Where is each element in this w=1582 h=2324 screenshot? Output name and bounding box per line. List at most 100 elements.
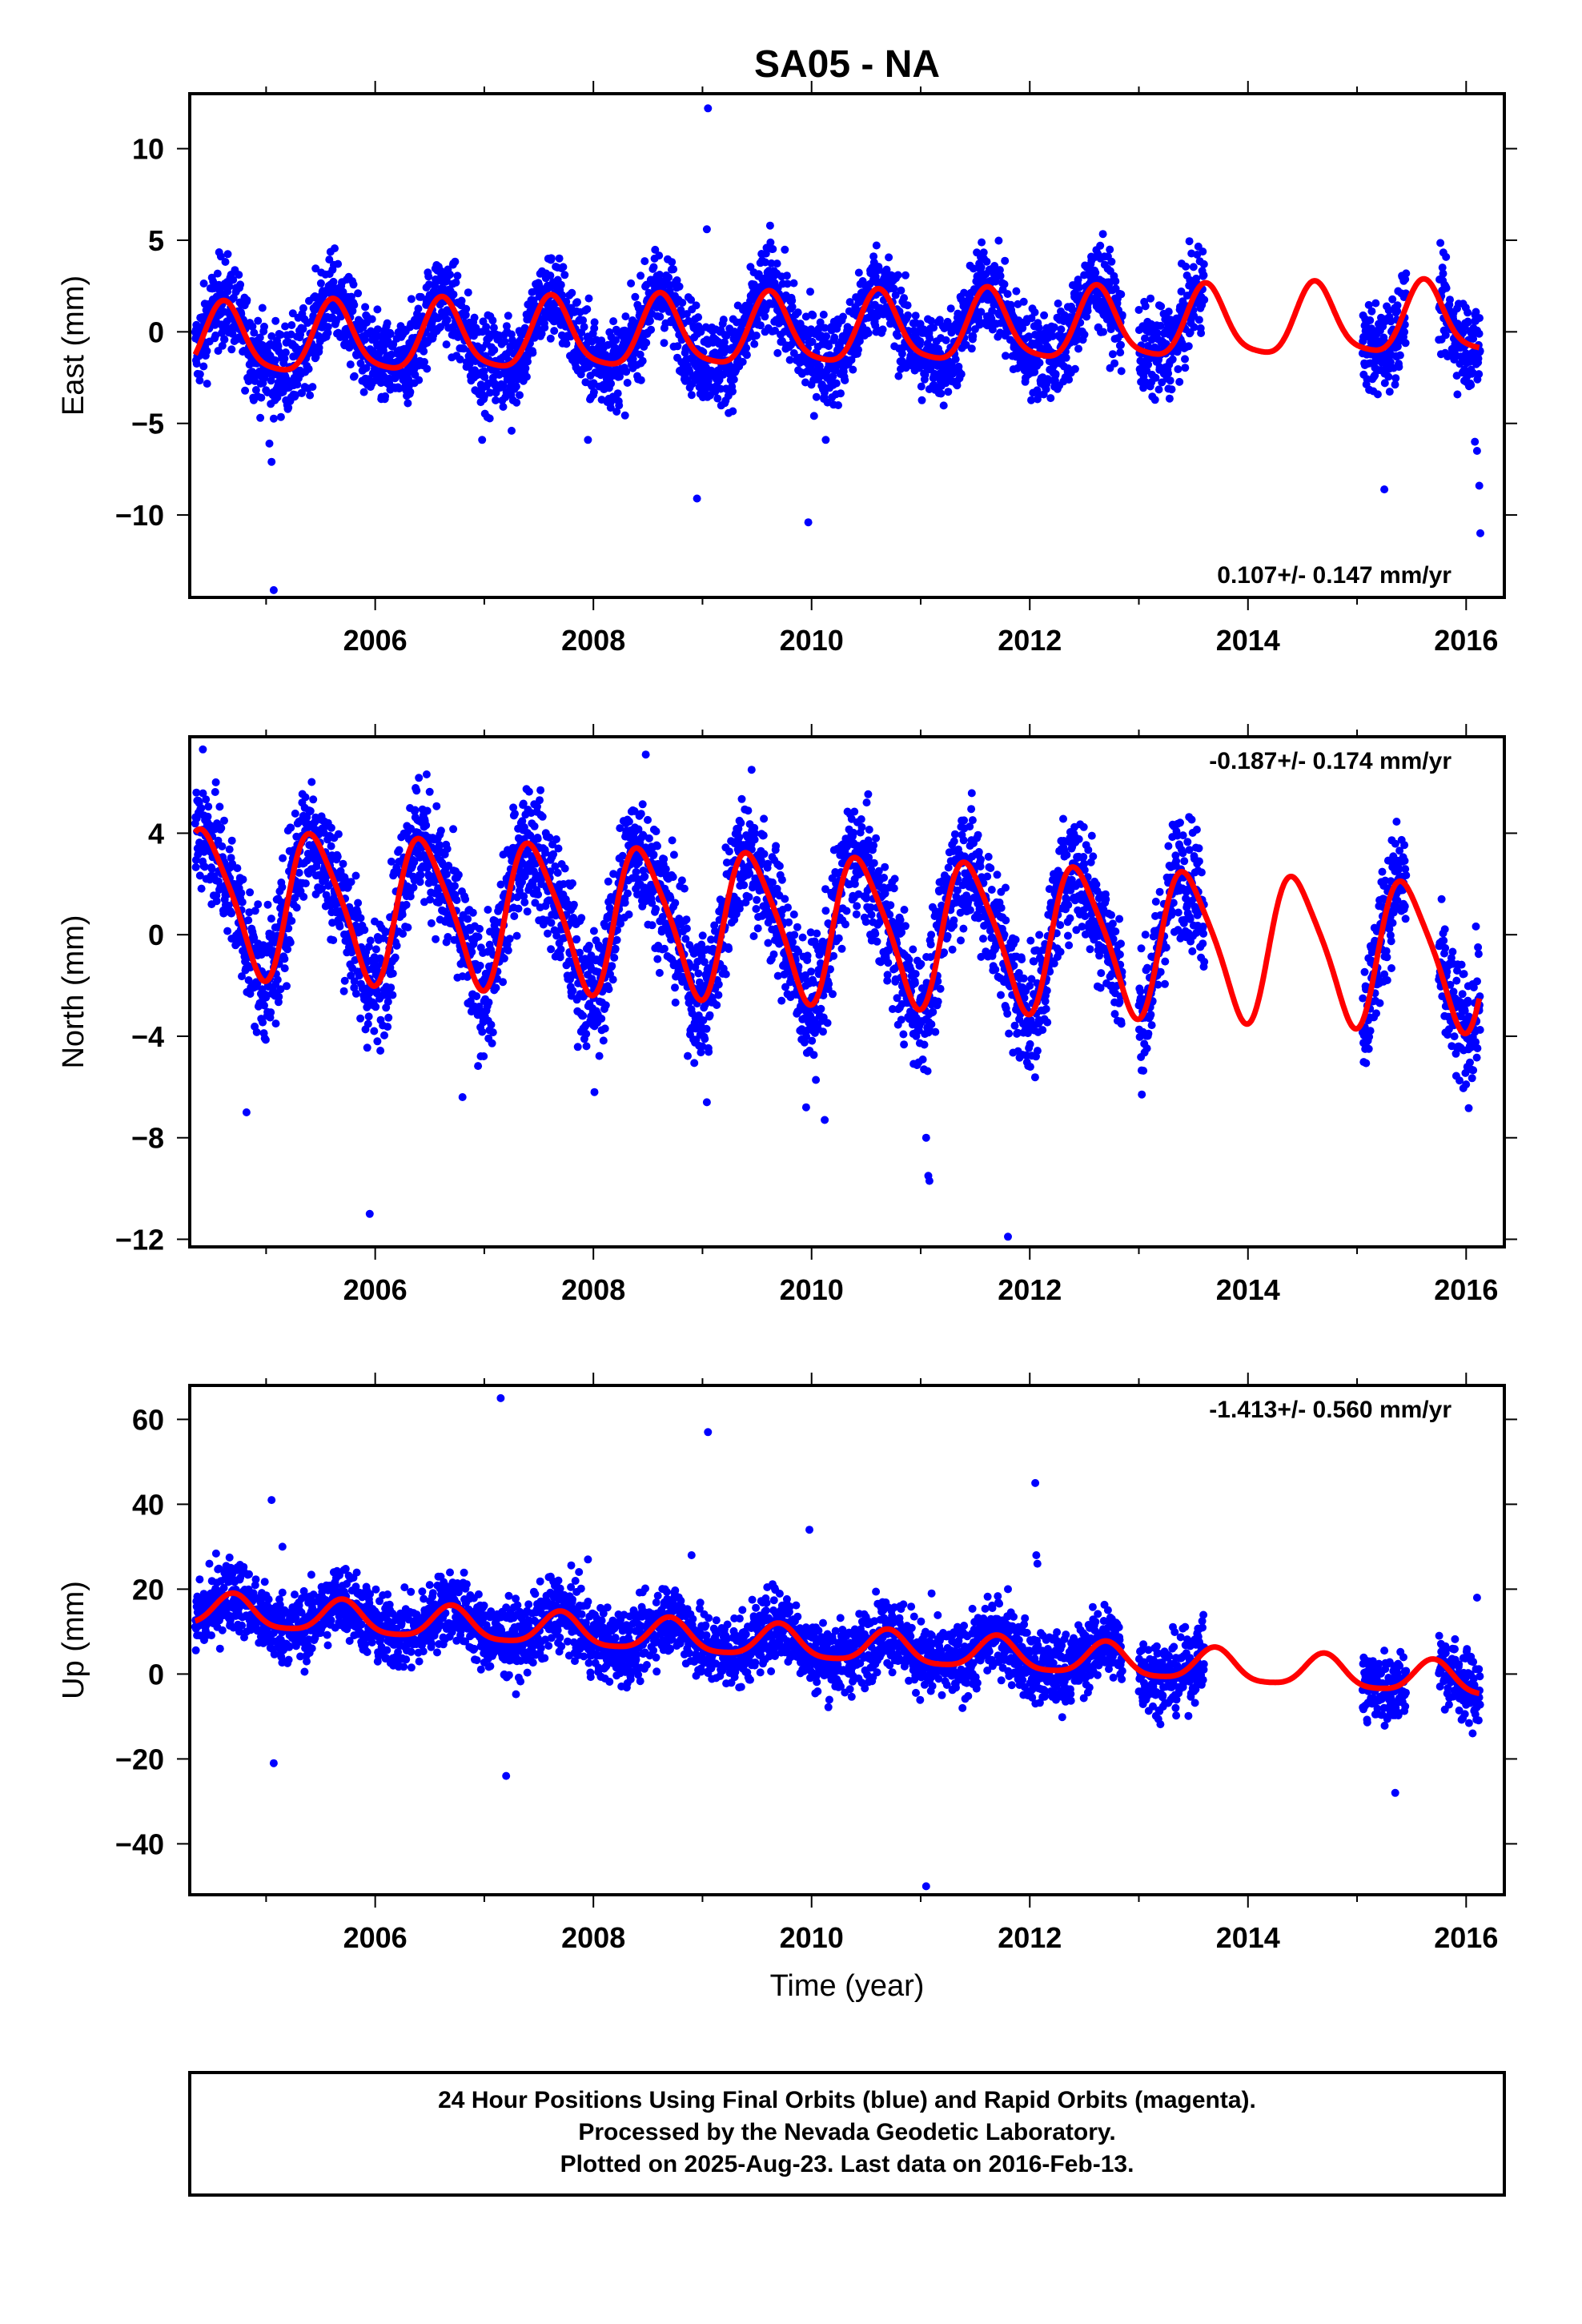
east-data-point bbox=[1050, 323, 1058, 332]
east-data-point bbox=[1141, 334, 1149, 343]
east-data-point bbox=[547, 254, 556, 263]
east-data-point bbox=[785, 356, 794, 364]
east-data-point bbox=[1195, 316, 1203, 324]
east-data-point bbox=[349, 280, 358, 289]
east-data-point bbox=[331, 244, 339, 253]
north-data-point bbox=[292, 903, 301, 912]
east-data-point bbox=[1199, 259, 1208, 268]
east-data-point bbox=[1154, 385, 1163, 394]
east-data-point bbox=[284, 404, 293, 412]
east-data-point bbox=[359, 388, 368, 396]
east-data-point bbox=[361, 303, 370, 312]
north-data-point bbox=[402, 900, 411, 909]
east-y-tick-label: 0 bbox=[148, 316, 164, 348]
north-plot-area bbox=[191, 745, 1484, 1241]
east-data-point bbox=[323, 323, 332, 332]
east-data-point bbox=[761, 258, 769, 267]
north-data-point bbox=[384, 1013, 393, 1022]
north-data-point bbox=[334, 830, 343, 838]
east-data-point bbox=[203, 347, 211, 356]
north-data-point bbox=[371, 945, 380, 954]
east-data-point bbox=[416, 292, 425, 301]
east-data-point bbox=[809, 412, 818, 420]
east-data-point bbox=[1111, 277, 1120, 286]
east-data-point bbox=[1098, 230, 1107, 239]
east-data-point bbox=[299, 324, 307, 333]
north-data-point bbox=[392, 941, 401, 950]
north-data-point bbox=[552, 835, 560, 843]
east-data-point bbox=[1027, 396, 1035, 404]
east-data-point bbox=[942, 336, 950, 344]
east-data-point bbox=[894, 372, 903, 380]
north-data-point bbox=[520, 898, 529, 907]
east-data-point bbox=[885, 253, 893, 262]
east-data-point bbox=[1034, 324, 1043, 332]
east-data-point bbox=[1141, 302, 1150, 311]
east-data-point bbox=[573, 298, 581, 307]
east-data-point bbox=[1065, 376, 1074, 384]
east-y-tick-label: 5 bbox=[148, 224, 164, 257]
east-data-point bbox=[562, 340, 571, 348]
east-data-point bbox=[615, 401, 624, 410]
east-data-point bbox=[893, 271, 902, 279]
east-data-point bbox=[1467, 380, 1476, 389]
north-data-point bbox=[547, 919, 556, 927]
east-data-point bbox=[1182, 262, 1191, 271]
east-data-point bbox=[480, 367, 488, 376]
east-y-axis-label: East (mm) bbox=[57, 275, 90, 416]
north-data-point bbox=[354, 899, 363, 907]
east-data-point bbox=[1035, 359, 1044, 367]
east-data-point bbox=[502, 322, 511, 331]
east-data-point bbox=[499, 403, 508, 411]
east-data-point bbox=[1464, 308, 1472, 317]
east-data-point bbox=[601, 351, 610, 360]
east-data-point bbox=[579, 316, 588, 324]
east-data-point bbox=[1366, 316, 1375, 324]
north-data-point bbox=[461, 895, 470, 903]
east-data-point bbox=[742, 344, 751, 352]
north-data-point bbox=[217, 824, 226, 832]
east-data-point bbox=[512, 398, 521, 407]
east-data-point bbox=[192, 320, 201, 329]
north-data-point bbox=[191, 862, 200, 871]
east-data-point bbox=[281, 322, 290, 331]
east-outlier-point bbox=[704, 104, 713, 113]
east-data-point bbox=[367, 315, 376, 324]
east-data-point bbox=[1476, 314, 1484, 323]
east-data-point bbox=[346, 360, 355, 369]
east-data-point bbox=[244, 377, 253, 385]
north-data-point bbox=[376, 1047, 385, 1055]
east-data-point bbox=[1030, 368, 1039, 376]
east-data-point bbox=[921, 370, 930, 379]
east-data-point bbox=[499, 381, 508, 390]
east-data-point bbox=[1157, 302, 1166, 311]
east-data-point bbox=[646, 316, 654, 325]
east-data-point bbox=[1054, 300, 1062, 308]
east-data-point bbox=[607, 380, 616, 388]
east-x-tick-label: 2014 bbox=[1216, 624, 1280, 657]
east-data-point bbox=[590, 324, 599, 332]
east-data-point bbox=[969, 332, 978, 340]
east-data-point bbox=[694, 313, 703, 322]
east-data-point bbox=[528, 348, 537, 357]
east-data-point bbox=[306, 391, 315, 400]
east-data-point bbox=[1068, 305, 1077, 314]
east-data-point bbox=[962, 340, 970, 349]
east-data-point bbox=[742, 351, 751, 360]
east-data-point bbox=[771, 326, 779, 335]
east-data-point bbox=[255, 333, 264, 342]
east-data-point bbox=[631, 292, 640, 301]
east-data-point bbox=[1134, 306, 1143, 314]
east-data-point bbox=[406, 388, 415, 396]
north-data-point bbox=[504, 946, 512, 955]
east-data-point bbox=[719, 316, 728, 324]
east-data-point bbox=[1175, 377, 1184, 386]
east-data-point bbox=[1082, 312, 1091, 321]
north-data-point bbox=[333, 852, 342, 861]
east-data-point bbox=[897, 349, 906, 358]
east-data-point bbox=[606, 404, 615, 412]
east-data-point bbox=[1153, 328, 1162, 337]
north-data-point bbox=[366, 936, 375, 945]
north-data-point bbox=[371, 1003, 380, 1011]
east-data-point bbox=[1442, 252, 1451, 261]
